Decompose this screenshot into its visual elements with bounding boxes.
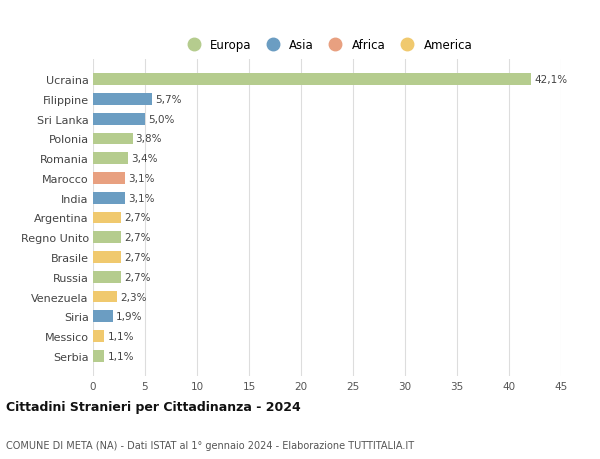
Text: 3,8%: 3,8% — [136, 134, 162, 144]
Text: 2,7%: 2,7% — [124, 252, 151, 263]
Bar — [93, 232, 121, 244]
Bar — [93, 74, 531, 86]
Bar — [93, 252, 121, 263]
Bar — [93, 94, 152, 106]
Bar — [93, 350, 104, 362]
Bar — [93, 153, 128, 165]
Bar — [93, 133, 133, 145]
Bar — [93, 212, 121, 224]
Text: 3,4%: 3,4% — [131, 154, 158, 164]
Text: 3,1%: 3,1% — [128, 174, 155, 184]
Text: 1,1%: 1,1% — [107, 351, 134, 361]
Text: 2,7%: 2,7% — [124, 213, 151, 223]
Text: 5,0%: 5,0% — [148, 114, 175, 124]
Text: Cittadini Stranieri per Cittadinanza - 2024: Cittadini Stranieri per Cittadinanza - 2… — [6, 400, 301, 413]
Text: 1,1%: 1,1% — [107, 331, 134, 341]
Text: 3,1%: 3,1% — [128, 193, 155, 203]
Text: 5,7%: 5,7% — [155, 95, 182, 105]
Text: COMUNE DI META (NA) - Dati ISTAT al 1° gennaio 2024 - Elaborazione TUTTITALIA.IT: COMUNE DI META (NA) - Dati ISTAT al 1° g… — [6, 440, 414, 450]
Text: 2,7%: 2,7% — [124, 233, 151, 243]
Text: 2,7%: 2,7% — [124, 272, 151, 282]
Bar — [93, 192, 125, 204]
Legend: Europa, Asia, Africa, America: Europa, Asia, Africa, America — [177, 34, 477, 56]
Text: 1,9%: 1,9% — [116, 312, 142, 322]
Bar — [93, 291, 117, 303]
Text: 2,3%: 2,3% — [120, 292, 146, 302]
Bar — [93, 271, 121, 283]
Text: 42,1%: 42,1% — [534, 75, 567, 85]
Bar — [93, 113, 145, 125]
Bar — [93, 173, 125, 185]
Bar — [93, 330, 104, 342]
Bar — [93, 311, 113, 323]
